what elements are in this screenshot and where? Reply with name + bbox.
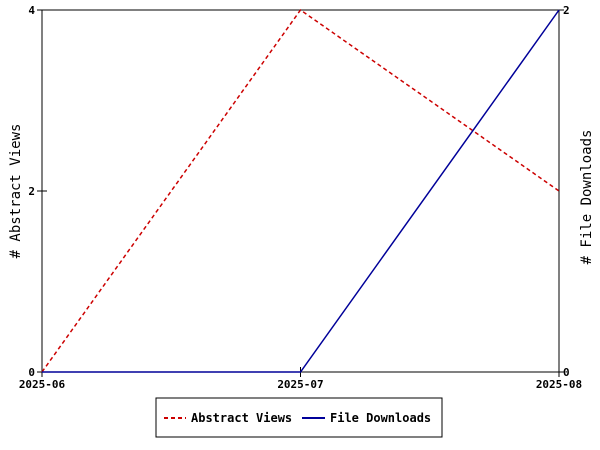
y-right-tick-label: 0	[563, 366, 570, 379]
series-line-abstract-views	[41, 8, 560, 373]
legend-label-file-downloads: File Downloads	[330, 411, 431, 425]
series-layer	[41, 8, 560, 373]
y-left-tick-label: 2	[28, 185, 35, 198]
x-tick-label: 2025-06	[19, 378, 66, 391]
legend-box	[155, 397, 443, 438]
y-axis-right-title: # File Downloads	[579, 130, 595, 265]
y-right-tick-label: 2	[563, 4, 570, 17]
x-tick-label: 2025-07	[277, 378, 323, 391]
legend: Abstract Views File Downloads	[155, 397, 443, 438]
y-left-tick-label: 4	[28, 4, 35, 17]
plot-area	[41, 9, 560, 373]
legend-label-abstract-views: Abstract Views	[191, 411, 292, 425]
y-axis-left-title: # Abstract Views	[8, 124, 24, 259]
x-tick-label: 2025-08	[536, 378, 582, 391]
y-left-tick-label: 0	[28, 366, 35, 379]
series-line-file-downloads	[42, 9, 560, 373]
